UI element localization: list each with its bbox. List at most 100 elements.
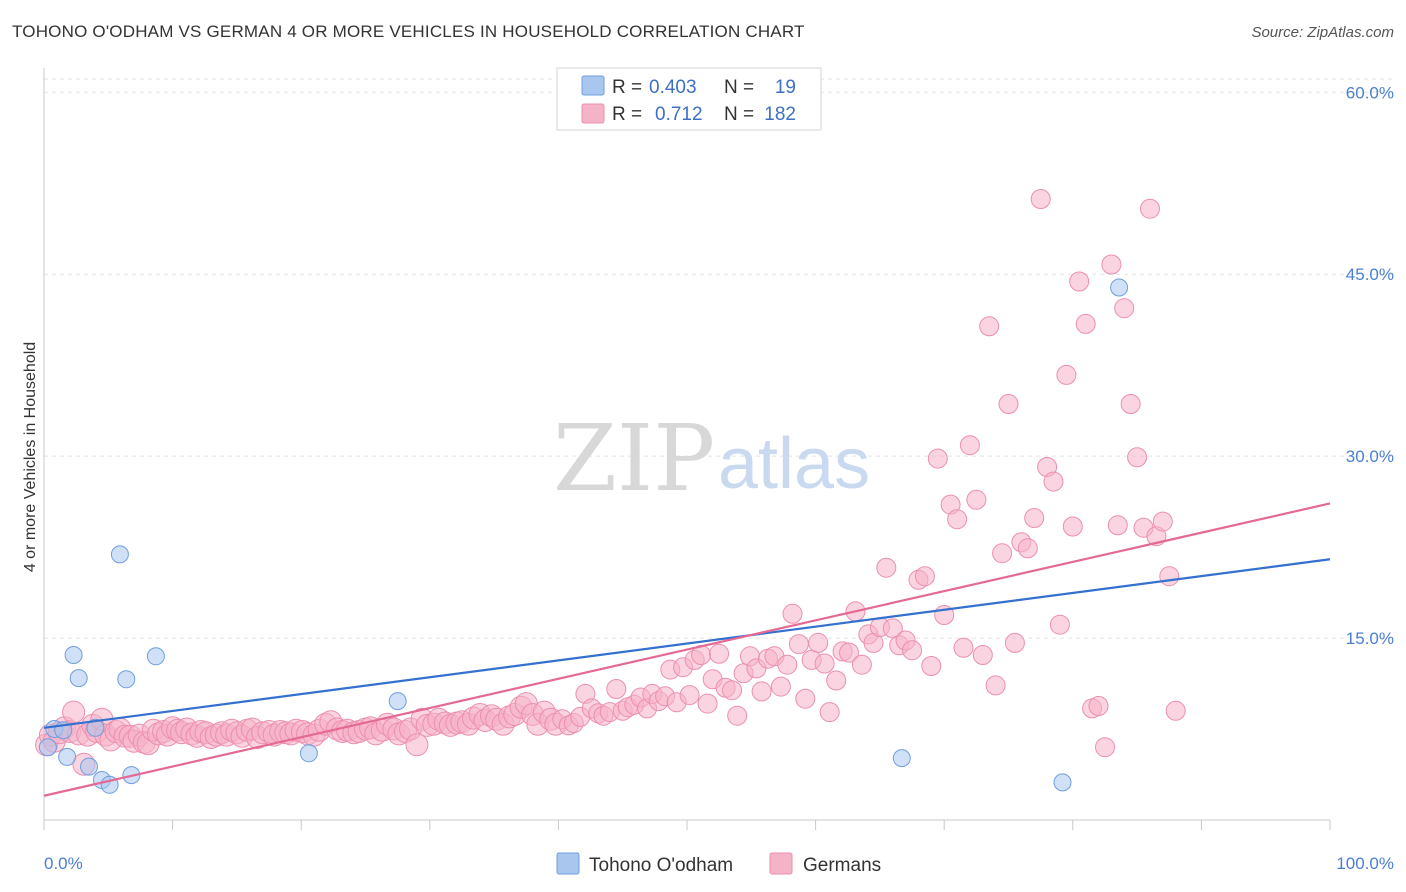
germans-point: [972, 645, 993, 665]
germans-point: [1114, 298, 1135, 319]
trendline-germans: [43, 502, 1331, 797]
tohono-point: [58, 747, 77, 766]
tohono-point: [64, 646, 83, 664]
germans-point: [921, 656, 942, 676]
germans-point: [777, 654, 798, 675]
x-tick-marks: [43, 820, 1331, 830]
bottom-legend-swatch-germans: [769, 852, 793, 875]
tohono-point: [388, 692, 407, 711]
legend-n-label-tohono: N =: [724, 77, 754, 98]
chart-title: TOHONO O'ODHAM VS GERMAN 4 OR MORE VEHIC…: [12, 22, 805, 41]
germans-point: [697, 693, 718, 714]
bottom-legend-label-germans: Germans: [803, 855, 881, 876]
germans-point: [1056, 364, 1077, 385]
germans-point: [953, 637, 974, 658]
germans-point: [902, 640, 923, 661]
tohono-point: [86, 718, 105, 737]
germans-point: [709, 643, 730, 664]
germans-point: [826, 670, 847, 691]
legend-n-value-germans: 182: [764, 104, 796, 125]
legend-n-label-germans: N =: [724, 104, 754, 125]
tohono-point: [1110, 278, 1129, 297]
tohono-point: [299, 744, 318, 763]
germans-point: [1095, 737, 1115, 758]
tohono-point: [69, 669, 88, 688]
x-tick-label-max: 100.0%: [1336, 854, 1394, 873]
germans-point: [808, 632, 829, 653]
germans-point: [1107, 515, 1128, 536]
y-tick-labels: 15.0% 30.0% 45.0% 60.0%: [1346, 83, 1394, 648]
germans-point: [1140, 198, 1160, 219]
germans-point: [1062, 516, 1083, 537]
x-tick-label-min: 0.0%: [44, 854, 83, 873]
germans-point: [992, 543, 1013, 564]
watermark: ZIP atlas: [553, 405, 870, 512]
germans-point: [814, 653, 835, 674]
germans-point: [985, 675, 1006, 696]
germans-point: [851, 654, 872, 675]
germans-point: [1017, 538, 1038, 559]
germans-point: [1152, 511, 1173, 532]
series-tohono-oodham: [38, 278, 1129, 794]
y-tick-label: 30.0%: [1346, 447, 1394, 466]
germans-point: [1120, 394, 1141, 414]
watermark-zip: ZIP: [553, 405, 715, 512]
tohono-point: [146, 647, 165, 666]
germans-point: [819, 702, 840, 723]
watermark-atlas: atlas: [718, 424, 870, 504]
germans-point: [1069, 271, 1090, 292]
germans-point: [914, 566, 935, 587]
bottom-legend-label-tohono: Tohono O'odham: [589, 855, 733, 876]
germans-point: [876, 557, 897, 578]
gridlines: [44, 78, 1394, 639]
axes: [43, 68, 1331, 830]
tohono-point: [110, 545, 129, 564]
germans-point: [62, 700, 86, 724]
germans-point: [927, 448, 948, 469]
legend-swatch-tohono: [581, 75, 605, 96]
y-tick-label: 60.0%: [1346, 83, 1394, 102]
germans-point: [727, 705, 748, 726]
legend-box: R = 0.403 N = 19 R = 0.712 N = 182: [556, 67, 822, 131]
tohono-point: [117, 670, 136, 689]
legend-n-value-tohono: 19: [775, 77, 796, 98]
legend-r-value-tohono: 0.403: [649, 77, 697, 98]
germans-point: [1004, 632, 1025, 653]
y-tick-label: 15.0%: [1346, 629, 1394, 648]
germans-point: [782, 603, 803, 624]
tohono-point: [1053, 773, 1072, 792]
tohono-point: [892, 749, 911, 768]
germans-point: [679, 685, 700, 706]
germans-point: [788, 634, 809, 655]
germans-point: [1030, 189, 1051, 209]
germans-point: [1024, 508, 1045, 528]
legend-r-value-germans: 0.712: [655, 104, 703, 125]
germans-point: [1049, 614, 1070, 635]
source-label: Source: ZipAtlas.com: [1251, 24, 1394, 41]
germans-point: [1043, 471, 1064, 492]
germans-point: [1101, 254, 1122, 275]
germans-point: [795, 688, 816, 709]
germans-point: [722, 680, 742, 701]
germans-point: [1165, 700, 1186, 721]
germans-point: [1159, 566, 1180, 587]
germans-point: [606, 679, 627, 699]
bottom-legend-swatch-tohono: [556, 852, 580, 875]
trendline-tohono: [43, 558, 1331, 729]
trendlines: [43, 502, 1331, 797]
germans-point: [1088, 696, 1109, 716]
germans-point: [839, 642, 859, 663]
tohono-point: [80, 757, 98, 776]
germans-point: [966, 489, 987, 510]
y-axis-title: 4 or more Vehicles in Household: [22, 342, 39, 572]
bottom-legend: Tohono O'odham Germans: [556, 852, 881, 876]
germans-point: [947, 509, 968, 530]
legend-swatch-germans: [581, 103, 605, 124]
germans-point: [998, 394, 1019, 414]
germans-point: [770, 676, 791, 697]
tohono-point: [38, 738, 57, 757]
germans-point: [405, 733, 429, 757]
y-tick-label: 45.0%: [1346, 265, 1394, 284]
germans-point: [959, 435, 980, 456]
